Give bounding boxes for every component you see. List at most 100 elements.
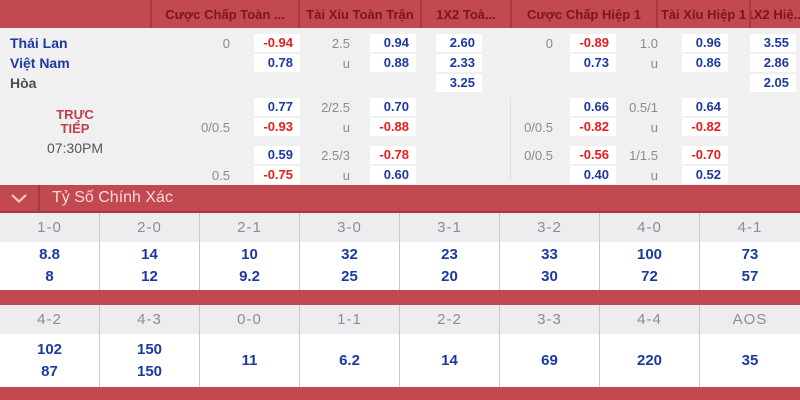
column-header: Tài Xỉu Hiệp 1 bbox=[656, 0, 749, 28]
score-odds-cell: 35 bbox=[700, 334, 800, 387]
odds-value[interactable]: 0.77 bbox=[254, 98, 300, 116]
chevron-down-icon[interactable] bbox=[0, 185, 40, 211]
odds-value[interactable]: 2.86 bbox=[750, 54, 796, 72]
odds-value[interactable]: -0.93 bbox=[254, 118, 300, 136]
odds-value[interactable]: 0.40 bbox=[570, 166, 616, 184]
score-header: 1-0 bbox=[0, 213, 100, 242]
odds-cell: -0.93 bbox=[235, 117, 302, 137]
odds-value[interactable]: -0.78 bbox=[370, 146, 416, 164]
odds-value[interactable]: -0.70 bbox=[682, 146, 728, 164]
odds-value[interactable]: -0.88 bbox=[370, 118, 416, 136]
odds-value[interactable]: 2.60 bbox=[436, 34, 482, 52]
score-odds[interactable]: 102 bbox=[36, 340, 63, 358]
score-odds[interactable]: 12 bbox=[141, 268, 158, 285]
score-odds[interactable]: 100 bbox=[636, 246, 663, 263]
odds-value[interactable]: 0.52 bbox=[682, 166, 728, 184]
section-title: Tỷ Số Chính Xác bbox=[52, 189, 173, 206]
odds-value[interactable]: 3.55 bbox=[750, 34, 796, 52]
column-header: Cược Chấp Hiệp 1 bbox=[510, 0, 656, 28]
odds-value[interactable]: 0.73 bbox=[570, 54, 616, 72]
odds-value[interactable]: -0.89 bbox=[570, 34, 616, 52]
odds-table-header: Cược Chấp Toàn ... Tài Xỉu Toàn Trận 1X2 T… bbox=[0, 0, 800, 28]
score-odds[interactable]: 57 bbox=[741, 268, 759, 285]
odds-cell: 3.55 bbox=[730, 33, 800, 53]
odds-cell: -0.82 bbox=[663, 117, 730, 137]
odds-cell: 3.25 bbox=[418, 73, 510, 93]
odds-value[interactable]: 0.70 bbox=[370, 98, 416, 116]
odds-row: Thái Lan 0 -0.94 2.5 0.94 2.60 0 -0.89 1.0 0.96 3.… bbox=[0, 33, 800, 53]
score-header: 3-0 bbox=[300, 213, 400, 242]
score-odds[interactable]: 150 bbox=[136, 362, 163, 380]
score-header: 3-3 bbox=[500, 305, 600, 334]
handicap-line: 2/2.5 bbox=[321, 99, 350, 115]
score-odds[interactable]: 6.2 bbox=[339, 351, 360, 369]
odds-value[interactable]: 3.25 bbox=[436, 74, 482, 92]
score-odds[interactable]: 23 bbox=[441, 246, 458, 263]
score-header: AOS bbox=[732, 311, 768, 328]
score-odds-cell: 69 bbox=[500, 334, 600, 387]
odds-value[interactable]: 0.78 bbox=[254, 54, 300, 72]
odds-value[interactable]: 0.88 bbox=[370, 54, 416, 72]
score-odds[interactable]: 11 bbox=[241, 351, 258, 369]
score-odds[interactable]: 10 bbox=[241, 246, 258, 263]
odds-value[interactable]: -0.56 bbox=[570, 146, 616, 164]
score-odds[interactable]: 14 bbox=[141, 246, 158, 263]
score-odds[interactable]: 20 bbox=[441, 268, 458, 285]
handicap-line: 0/0.5 bbox=[524, 119, 553, 135]
score-header: 2-2 bbox=[400, 305, 500, 334]
odds-value[interactable]: 0.59 bbox=[254, 146, 300, 164]
odds-value[interactable]: 0.66 bbox=[570, 98, 616, 116]
odds-value[interactable]: 2.33 bbox=[436, 54, 482, 72]
handicap-line: 2.5/3 bbox=[321, 147, 350, 163]
score-odds-cell: 10 9.2 bbox=[200, 242, 300, 290]
odds-cell: 0.40 bbox=[558, 165, 618, 185]
score-odds[interactable]: 30 bbox=[541, 268, 558, 285]
score-odds[interactable]: 8 bbox=[45, 268, 54, 285]
odds-cell: 0.73 bbox=[558, 53, 618, 73]
score-odds-row: 8.8 8 14 12 10 9.2 32 25 23 20 33 30 100 72 73 57 bbox=[0, 242, 800, 290]
score-odds-cell: 150 150 bbox=[100, 334, 200, 387]
score-header: 3-1 bbox=[400, 213, 500, 242]
odds-cell bbox=[418, 145, 510, 165]
score-odds[interactable]: 69 bbox=[541, 351, 558, 369]
score-odds[interactable]: 25 bbox=[341, 268, 358, 285]
score-odds[interactable]: 150 bbox=[136, 340, 163, 358]
score-odds[interactable]: 87 bbox=[41, 362, 58, 380]
odds-value[interactable]: -0.75 bbox=[254, 166, 300, 184]
score-odds[interactable]: 14 bbox=[441, 351, 458, 369]
handicap-line: 1/1.5 bbox=[629, 147, 658, 163]
handicap-line: 0/0.5 bbox=[524, 147, 553, 163]
odds-value[interactable]: 0.60 bbox=[370, 166, 416, 184]
score-header: 3-2 bbox=[500, 213, 600, 242]
odds-value[interactable]: -0.94 bbox=[254, 34, 300, 52]
score-odds[interactable]: 8.8 bbox=[39, 246, 60, 263]
live-label: TRỰC TIẾP bbox=[56, 107, 94, 136]
correct-score-section-header[interactable]: Tỷ Số Chính Xác bbox=[0, 185, 800, 213]
score-odds[interactable]: 73 bbox=[741, 246, 759, 263]
score-odds[interactable]: 32 bbox=[341, 246, 358, 263]
odds-cell bbox=[730, 117, 800, 137]
score-odds-cell: 6.2 bbox=[300, 334, 400, 387]
score-odds[interactable]: 72 bbox=[641, 268, 658, 285]
odds-value[interactable]: 0.96 bbox=[682, 34, 728, 52]
odds-value[interactable]: 2.05 bbox=[750, 74, 796, 92]
odds-cell: -0.89 bbox=[558, 33, 618, 53]
odds-cell bbox=[730, 145, 800, 165]
score-header: 1-1 bbox=[300, 305, 400, 334]
score-odds[interactable]: 220 bbox=[636, 351, 663, 369]
odds-value[interactable]: -0.82 bbox=[570, 118, 616, 136]
score-odds[interactable]: 35 bbox=[741, 351, 759, 369]
odds-cell bbox=[418, 165, 510, 185]
handicap-line: u bbox=[342, 167, 350, 183]
score-header: 2-1 bbox=[200, 213, 300, 242]
odds-value[interactable]: 0.94 bbox=[370, 34, 416, 52]
handicap-line: 0/0.5 bbox=[201, 119, 230, 135]
score-odds[interactable]: 33 bbox=[541, 246, 558, 263]
odds-cell: -0.88 bbox=[355, 117, 418, 137]
odds-value[interactable]: 0.86 bbox=[682, 54, 728, 72]
odds-value[interactable]: -0.82 bbox=[682, 118, 728, 136]
odds-table-body: TRỰC TIẾP 07:30PM Thái Lan 0 -0.94 2.5 0.94 2… bbox=[0, 28, 800, 185]
odds-value[interactable]: 0.64 bbox=[682, 98, 728, 116]
score-odds[interactable]: 9.2 bbox=[239, 268, 260, 285]
odds-cell bbox=[235, 73, 302, 93]
